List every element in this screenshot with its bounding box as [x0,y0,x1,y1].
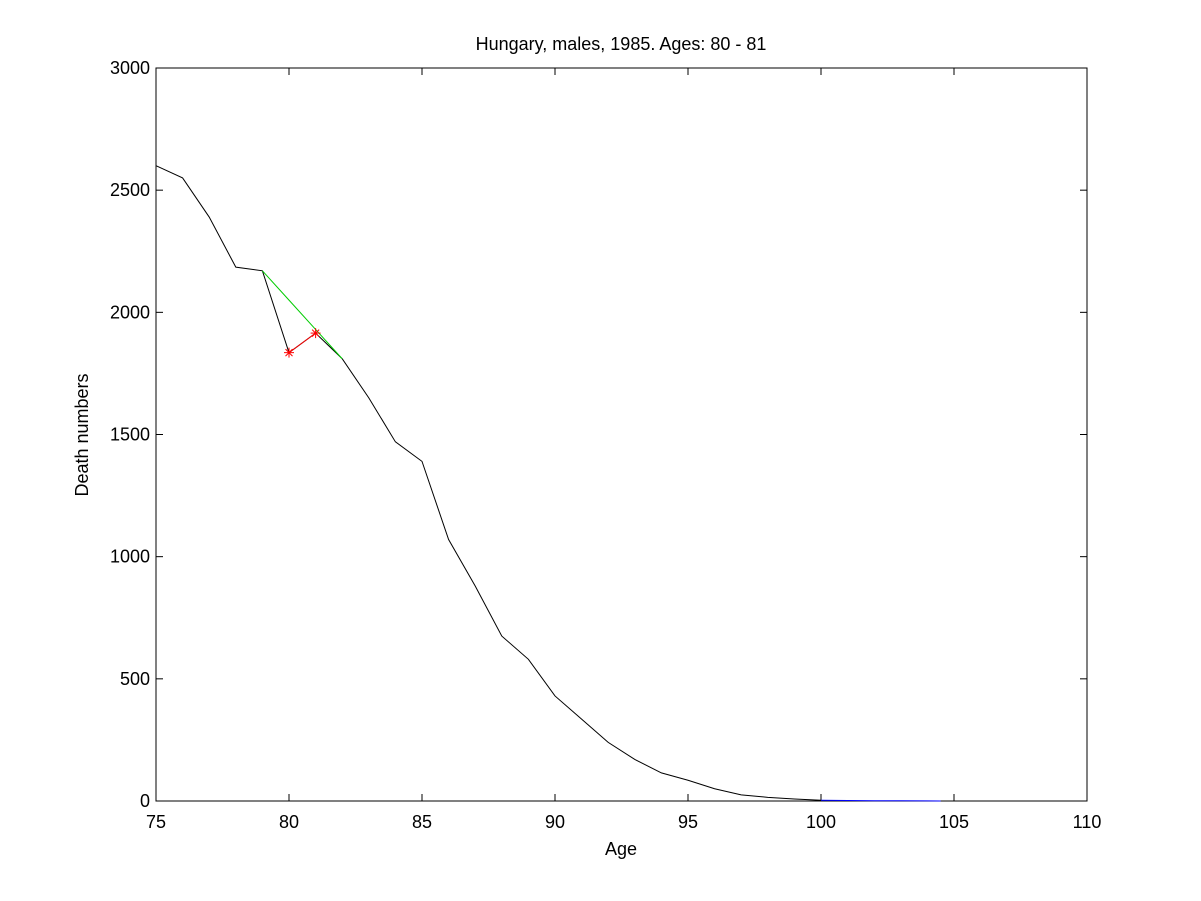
plot-area [155,67,1088,802]
series-line-3 [820,799,941,802]
data-point-marker [310,328,321,339]
chart-title: Hungary, males, 1985. Ages: 80 - 81 [476,34,767,54]
x-tick-label: 85 [412,812,432,832]
x-tick-label: 105 [939,812,969,832]
y-tick-label: 3000 [110,58,150,78]
y-tick-label: 1500 [110,425,150,445]
y-tick-label: 1000 [110,547,150,567]
y-tick-label: 2500 [110,180,150,200]
x-axis-label: Age [605,839,637,859]
y-axis-label: Death numbers [72,373,92,496]
y-tick-label: 0 [140,791,150,811]
x-tick-label: 110 [1073,812,1102,832]
x-tick-label: 80 [279,812,299,832]
series-group [155,165,941,802]
x-tick-label: 90 [545,812,565,832]
x-tick-label: 100 [806,812,836,832]
series-line-0 [155,165,822,801]
x-tick-label: 95 [678,812,698,832]
x-tick-label: 75 [146,812,166,832]
series-line-1 [262,270,343,360]
data-point-marker [284,347,294,358]
y-tick-label: 500 [120,669,150,689]
y-tick-label: 2000 [110,302,150,322]
series-line-2 [288,332,316,354]
axis-ticks: 75 80 85 90 95 100 105 110 0 500 1000 1500 2000 2500 3… [110,58,1101,832]
